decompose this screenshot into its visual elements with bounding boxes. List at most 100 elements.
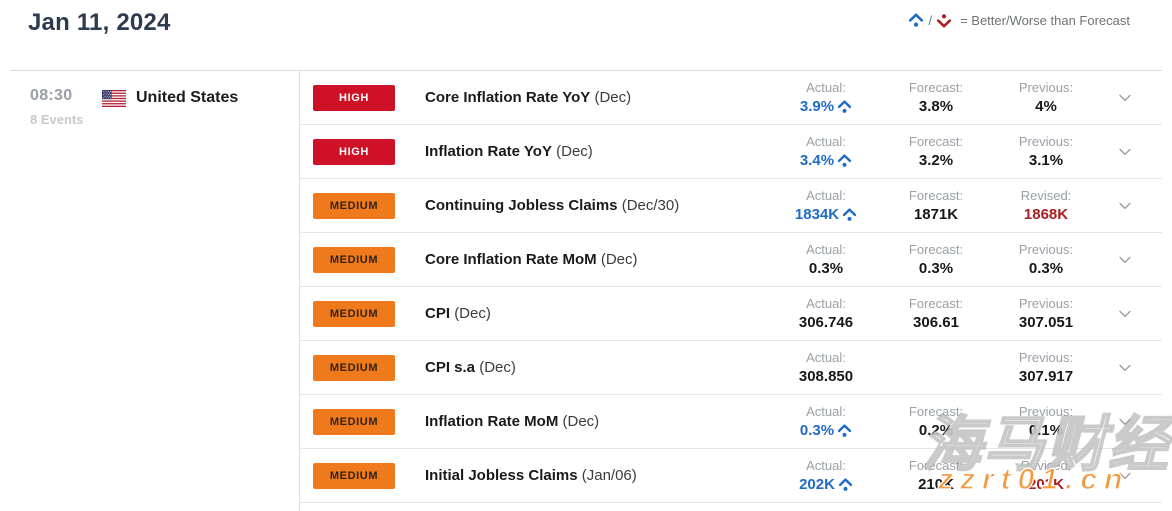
event-row[interactable]: HIGH Core Inflation Rate YoY (Dec) Actua… (300, 71, 1162, 125)
importance-badge: MEDIUM (313, 300, 395, 327)
actual-cell: Actual: 306.746 (768, 296, 884, 331)
forecast-cell: Forecast: 3.8% (886, 80, 986, 115)
forecast-legend: / = Better/Worse than Forecast (908, 13, 1130, 28)
actual-value: 3.4% (768, 152, 884, 169)
expand-row-button[interactable] (1102, 472, 1148, 480)
previous-value: 307.917 (1018, 368, 1074, 385)
expand-row-button[interactable] (1102, 202, 1148, 210)
better-arrow-icon (837, 99, 852, 114)
country-name: United States (136, 89, 239, 106)
event-name[interactable]: Inflation Rate YoY (Dec) (425, 143, 768, 160)
actual-value: 0.3% (768, 422, 884, 439)
expand-row-button[interactable] (1102, 310, 1148, 318)
event-row[interactable]: MEDIUM CPI s.a (Dec) Actual: 308.850 Pre… (300, 341, 1162, 395)
event-row[interactable]: MEDIUM Inflation Rate MoM (Dec) Actual: … (300, 395, 1162, 449)
previous-label: Revised: (1020, 458, 1072, 473)
event-name[interactable]: CPI s.a (Dec) (425, 359, 768, 376)
previous-label: Previous: (1018, 404, 1074, 419)
event-title: Inflation Rate MoM (425, 413, 559, 430)
actual-label: Actual: (806, 458, 846, 473)
better-arrow-icon (837, 423, 852, 438)
legend-separator: / (928, 13, 933, 28)
worse-than-forecast-icon (936, 13, 952, 28)
forecast-value: 0.3% (918, 260, 954, 277)
events-table: HIGH Core Inflation Rate YoY (Dec) Actua… (300, 71, 1162, 511)
forecast-value: 3.2% (918, 152, 954, 169)
time-country-column: 08:30 8 Events (10, 71, 300, 511)
actual-cell: Actual: 3.4% (768, 134, 884, 169)
forecast-value: 1871K (913, 206, 959, 223)
event-row[interactable]: MEDIUM CPI (Dec) Actual: 306.746 Forecas… (300, 287, 1162, 341)
event-name[interactable]: Core Inflation Rate MoM (Dec) (425, 251, 768, 268)
better-arrow-icon (838, 477, 853, 492)
previous-cell: Previous: 0.3% (990, 242, 1102, 277)
actual-value: 306.746 (768, 314, 884, 331)
time-block: 08:30 8 Events (10, 87, 102, 511)
forecast-label: Forecast: (908, 188, 964, 203)
actual-number: 0.3% (808, 260, 844, 277)
forecast-label: Forecast: (908, 242, 964, 257)
chevron-down-icon (1119, 364, 1131, 372)
importance-badge: MEDIUM (313, 462, 395, 489)
event-name[interactable]: CPI (Dec) (425, 305, 768, 322)
event-row[interactable]: MEDIUM Core Inflation Rate MoM (Dec) Act… (300, 233, 1162, 287)
event-row[interactable]: MEDIUM Continuing Jobless Claims (Dec/30… (300, 179, 1162, 233)
forecast-cell: Forecast: 0.2% (886, 404, 986, 439)
expand-row-button[interactable] (1102, 256, 1148, 264)
event-title: CPI (425, 305, 451, 322)
event-period: (Jan/06) (581, 467, 637, 484)
event-title: Inflation Rate YoY (425, 143, 552, 160)
chevron-down-icon (1119, 418, 1131, 426)
actual-value: 1834K (768, 206, 884, 223)
event-name[interactable]: Inflation Rate MoM (Dec) (425, 413, 768, 430)
previous-label: Previous: (1018, 350, 1074, 365)
event-row[interactable]: HIGH Inflation Rate YoY (Dec) Actual: 3.… (300, 125, 1162, 179)
forecast-label: Forecast: (908, 80, 964, 95)
previous-label: Previous: (1018, 80, 1074, 95)
previous-cell: Previous: 307.917 (990, 350, 1102, 385)
actual-value: 202K (768, 476, 884, 493)
event-name[interactable]: Continuing Jobless Claims (Dec/30) (425, 197, 768, 214)
chevron-down-icon (1119, 472, 1131, 480)
previous-cell: Previous: 3.1% (990, 134, 1102, 169)
actual-value: 0.3% (768, 260, 884, 277)
actual-cell: Actual: 202K (768, 458, 884, 493)
forecast-label: Forecast: (908, 134, 964, 149)
event-row[interactable]: MEDIUM Initial Jobless Claims (Jan/06) A… (300, 449, 1162, 503)
event-name[interactable]: Core Inflation Rate YoY (Dec) (425, 89, 768, 106)
previous-cell: Previous: 307.051 (990, 296, 1102, 331)
event-name[interactable]: Initial Jobless Claims (Jan/06) (425, 467, 768, 484)
forecast-value: 306.61 (913, 314, 959, 331)
expand-row-button[interactable] (1102, 418, 1148, 426)
previous-cell: Previous: 4% (990, 80, 1102, 115)
previous-cell: Revised: 1868K (990, 188, 1102, 223)
expand-row-button[interactable] (1102, 364, 1148, 372)
importance-badge: MEDIUM (313, 354, 395, 381)
expand-row-button[interactable] (1102, 148, 1148, 156)
importance-badge: MEDIUM (313, 246, 395, 273)
event-period: (Dec/30) (621, 197, 680, 214)
event-count: 8 Events (30, 112, 84, 127)
legend-text: = Better/Worse than Forecast (960, 13, 1130, 28)
previous-cell: Revised: 203K (990, 458, 1102, 493)
event-title: Core Inflation Rate YoY (425, 89, 591, 106)
previous-label: Previous: (1018, 296, 1074, 311)
event-title: Initial Jobless Claims (425, 467, 578, 484)
importance-badge: HIGH (313, 138, 395, 165)
actual-number: 308.850 (798, 368, 854, 385)
actual-label: Actual: (806, 296, 846, 311)
event-period: (Dec) (594, 89, 632, 106)
forecast-cell: Forecast: 210K (886, 458, 986, 493)
forecast-value: 3.8% (918, 98, 954, 115)
country-block[interactable]: United States (102, 88, 238, 108)
event-period: (Dec) (562, 413, 600, 430)
expand-row-button[interactable] (1102, 94, 1148, 102)
event-title: Core Inflation Rate MoM (425, 251, 597, 268)
actual-cell: Actual: 308.850 (768, 350, 884, 385)
forecast-value: 210K (918, 476, 954, 493)
previous-value: 0.3% (1028, 260, 1064, 277)
previous-value: 4% (1035, 98, 1057, 115)
event-period: (Dec) (600, 251, 638, 268)
chevron-down-icon (1119, 310, 1131, 318)
